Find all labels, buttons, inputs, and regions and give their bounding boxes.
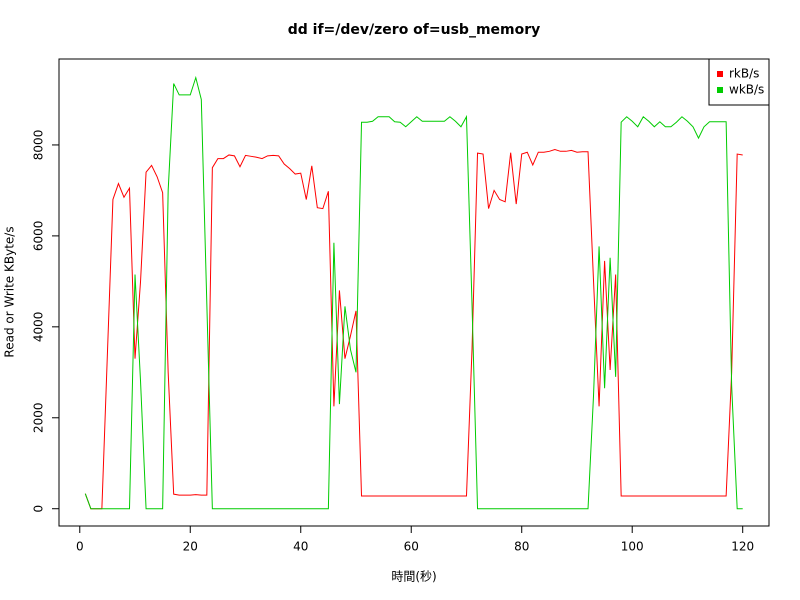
y-tick-label: 2000 xyxy=(32,403,46,434)
x-tick-label: 60 xyxy=(404,540,419,554)
x-tick-label: 120 xyxy=(731,540,754,554)
data-line xyxy=(84,148,743,510)
x-tick-label: 40 xyxy=(293,540,308,554)
y-axis-label: Read or Write KByte/s xyxy=(3,226,17,357)
legend-label: rkB/s xyxy=(729,67,759,81)
y-tick-label: 6000 xyxy=(32,221,46,252)
data-line xyxy=(84,75,743,510)
legend-box xyxy=(708,58,770,106)
x-axis-label: 時間(秒) xyxy=(391,570,436,584)
chart-title: dd if=/dev/zero of=usb_memory xyxy=(288,22,541,38)
x-tick-label: 80 xyxy=(514,540,529,554)
legend-swatch xyxy=(717,71,723,77)
legend-swatch xyxy=(717,87,723,93)
x-tick-label: 100 xyxy=(621,540,644,554)
y-tick-label: 0 xyxy=(32,505,46,513)
x-tick-label: 20 xyxy=(183,540,198,554)
x-tick-label: 0 xyxy=(76,540,84,554)
y-tick-label: 8000 xyxy=(32,130,46,161)
y-tick-label: 4000 xyxy=(32,312,46,343)
legend-label: wkB/s xyxy=(729,83,764,97)
